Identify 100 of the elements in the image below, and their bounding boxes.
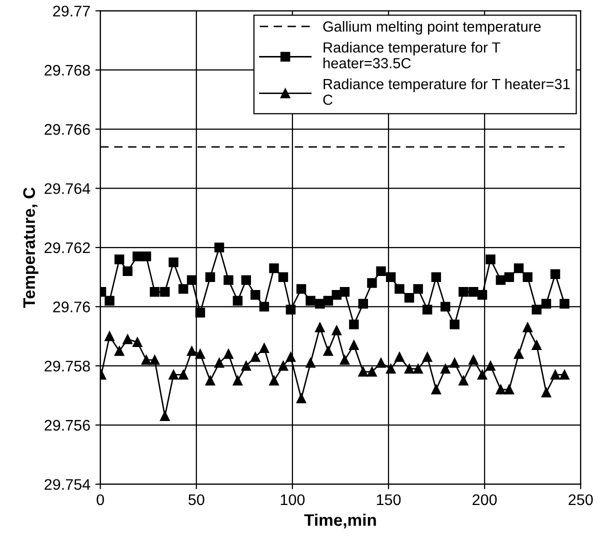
point bbox=[205, 272, 216, 282]
point bbox=[349, 340, 359, 350]
x-tick-label: 100 bbox=[280, 494, 305, 506]
point bbox=[532, 304, 542, 314]
point bbox=[440, 302, 450, 312]
point bbox=[486, 254, 496, 264]
point bbox=[114, 254, 124, 264]
point bbox=[122, 266, 132, 276]
point bbox=[394, 352, 404, 362]
point bbox=[340, 355, 350, 365]
point bbox=[269, 263, 279, 274]
point bbox=[168, 257, 178, 268]
point bbox=[315, 322, 325, 332]
point bbox=[450, 358, 460, 368]
y-tick-label: 29.764 bbox=[44, 183, 90, 194]
point bbox=[232, 376, 243, 386]
point bbox=[286, 304, 296, 314]
point bbox=[522, 322, 532, 332]
point bbox=[186, 346, 197, 356]
point bbox=[431, 384, 442, 394]
point bbox=[296, 394, 306, 404]
point bbox=[404, 292, 414, 303]
point bbox=[367, 278, 377, 288]
point bbox=[178, 370, 188, 380]
point bbox=[532, 340, 542, 350]
point bbox=[358, 298, 368, 309]
point bbox=[122, 334, 132, 344]
point bbox=[160, 411, 170, 422]
point bbox=[168, 370, 178, 380]
point bbox=[269, 376, 279, 386]
point bbox=[323, 346, 334, 356]
point bbox=[376, 266, 386, 276]
y-tick-label: 29.77 bbox=[53, 6, 90, 17]
point bbox=[150, 287, 160, 297]
point bbox=[431, 272, 442, 282]
point bbox=[224, 275, 234, 285]
point bbox=[241, 360, 252, 371]
legend-label: Radiance temperature for T heater=31 C bbox=[323, 78, 570, 105]
point bbox=[477, 290, 488, 300]
y-tick-label: 29.762 bbox=[44, 242, 90, 254]
y-tick-label: 29.754 bbox=[44, 479, 90, 490]
point bbox=[278, 360, 288, 371]
y-tick-label: 29.76 bbox=[53, 302, 90, 312]
point bbox=[178, 284, 188, 294]
x-axis-title: Time,min bbox=[304, 514, 376, 528]
point bbox=[224, 349, 234, 359]
point bbox=[323, 296, 334, 306]
point bbox=[367, 366, 377, 377]
point bbox=[468, 355, 478, 365]
point bbox=[186, 275, 197, 285]
point bbox=[468, 287, 478, 297]
point bbox=[160, 287, 170, 297]
point bbox=[486, 360, 496, 371]
point bbox=[560, 298, 570, 309]
point bbox=[386, 364, 396, 374]
y-tick-label: 29.766 bbox=[44, 124, 90, 135]
point bbox=[340, 287, 350, 297]
point bbox=[394, 284, 404, 294]
point bbox=[332, 325, 342, 336]
point bbox=[504, 384, 514, 394]
point bbox=[504, 272, 514, 282]
x-tick-label: 0 bbox=[96, 494, 104, 506]
legend-label: Gallium melting point temperature bbox=[323, 21, 541, 35]
point bbox=[440, 364, 450, 374]
point bbox=[477, 370, 488, 380]
point bbox=[205, 376, 216, 386]
point bbox=[514, 263, 524, 274]
x-tick-label: 200 bbox=[472, 494, 497, 506]
point bbox=[141, 355, 152, 365]
point bbox=[422, 352, 432, 362]
point bbox=[250, 290, 260, 300]
point bbox=[386, 272, 396, 282]
point bbox=[259, 302, 270, 312]
point bbox=[278, 272, 288, 282]
point bbox=[413, 284, 423, 294]
x-tick-label: 50 bbox=[188, 494, 204, 506]
x-tick-label: 250 bbox=[568, 494, 593, 506]
point bbox=[458, 287, 468, 297]
y-tick-label: 29.756 bbox=[44, 420, 90, 431]
y-tick-label: 29.768 bbox=[44, 64, 90, 76]
point bbox=[376, 358, 386, 368]
point bbox=[358, 366, 368, 377]
point bbox=[550, 269, 560, 279]
y-axis-title: Temperature, C bbox=[23, 187, 38, 308]
point bbox=[413, 364, 423, 374]
point bbox=[450, 320, 460, 330]
point bbox=[250, 352, 260, 362]
point bbox=[104, 331, 114, 342]
point bbox=[241, 275, 252, 285]
point bbox=[195, 308, 206, 318]
point bbox=[214, 358, 224, 368]
point bbox=[296, 284, 306, 294]
point bbox=[496, 384, 506, 394]
point bbox=[496, 275, 506, 285]
point bbox=[259, 343, 270, 353]
point bbox=[315, 298, 325, 309]
point bbox=[541, 298, 552, 309]
point bbox=[150, 355, 160, 365]
x-tick-label: 150 bbox=[376, 494, 401, 506]
point bbox=[422, 304, 432, 314]
